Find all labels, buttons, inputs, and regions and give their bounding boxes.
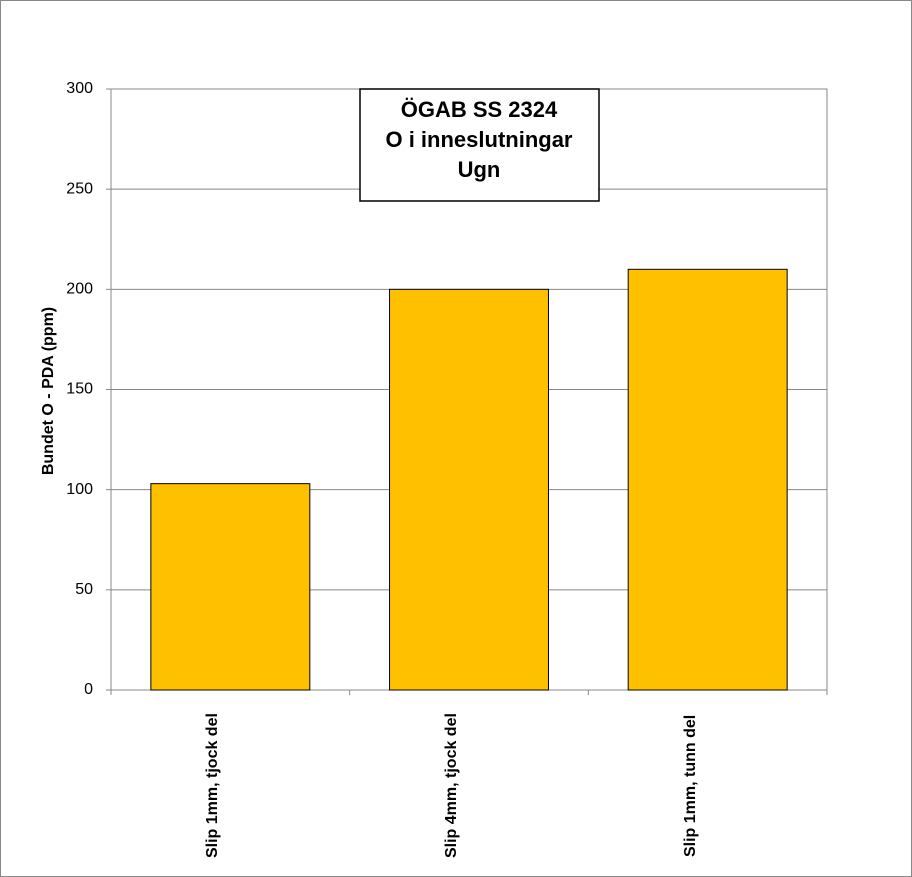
x-tick-label: Slip 4mm, tjock del xyxy=(443,713,460,859)
x-tick-label: Slip 1mm, tunn del xyxy=(681,714,699,858)
y-tick-label: 200 xyxy=(66,281,93,298)
y-tick-label: 150 xyxy=(66,381,93,398)
y-tick-label: 250 xyxy=(66,180,93,197)
y-tick-label: 100 xyxy=(66,481,93,498)
bar xyxy=(627,268,788,691)
x-tick-label: Slip 1mm, tjock del xyxy=(204,713,222,859)
y-axis-label: Bundet O - PDA (ppm) xyxy=(40,307,57,475)
chart-title: ÖGAB SS 2324 xyxy=(401,97,558,122)
bar xyxy=(150,483,311,691)
chart-title: O i inneslutningar xyxy=(385,127,572,152)
bar xyxy=(389,288,549,691)
y-tick-label: 300 xyxy=(66,80,93,97)
y-tick-label: 50 xyxy=(75,581,93,598)
chart-title: Ugn xyxy=(458,157,501,182)
title-box xyxy=(359,88,600,202)
y-tick-label: 0 xyxy=(84,681,93,698)
